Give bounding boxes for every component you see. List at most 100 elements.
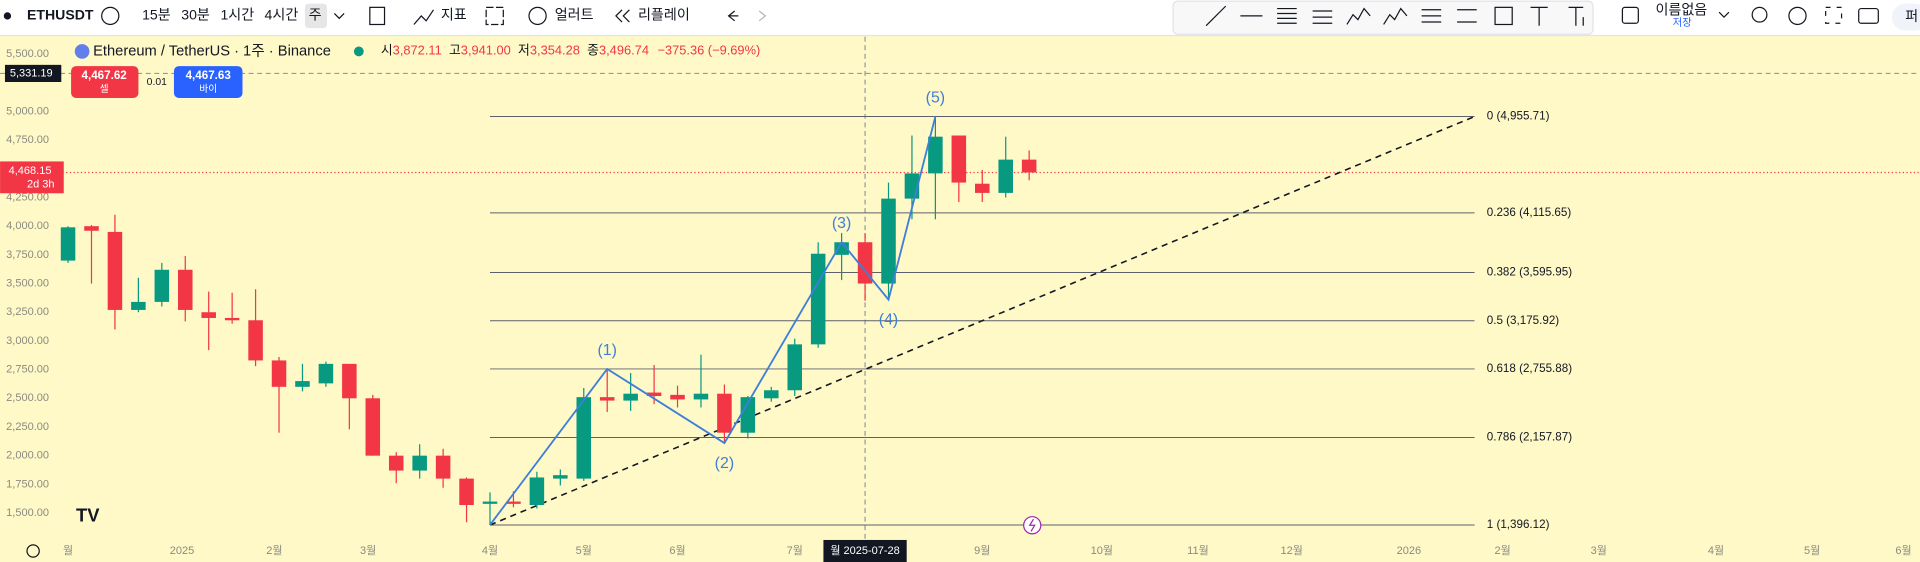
interval[interactable]: 4시간 (265, 7, 299, 23)
plot: 1,500.00 1,750.00 2,000.00 2,250.00 2,500.00… (0, 36, 1920, 562)
candle-body (318, 363, 334, 384)
templates[interactable] (485, 6, 504, 26)
candle-body (670, 394, 685, 400)
drawing-toolbar (1172, 0, 1594, 35)
interval[interactable]: 1시간 (220, 7, 254, 23)
candle-body (271, 360, 287, 387)
x-tick-label: 12월 (1281, 544, 1303, 557)
candle-body (764, 390, 779, 399)
countdown: 2d 3h (27, 179, 55, 191)
x-tick-label: 11월 (1187, 544, 1209, 557)
elliott-wave (489, 116, 937, 526)
buy-label[interactable]: 바이 (199, 83, 217, 95)
y-tick-label: 4,000.00 (6, 220, 49, 232)
candle-body (576, 397, 592, 479)
fib-label: 0.786 (2,157.87) (1487, 431, 1572, 444)
tool[interactable] (1568, 6, 1584, 26)
indicators[interactable]: 지표 (441, 7, 467, 23)
replay[interactable]: 리플레이 (638, 7, 690, 23)
fib-label: 0.236 (4,115.65) (1487, 206, 1572, 219)
y-tick-label: 4,250.00 (6, 191, 49, 203)
publish[interactable]: 퍼 (1905, 8, 1918, 24)
tool[interactable] (1421, 9, 1442, 23)
fib-label: 0.382 (3,595.95) (1487, 266, 1572, 279)
high-label: 고 (449, 43, 461, 58)
candle-body (506, 501, 521, 504)
legend: Ethereum / TetherUS · 1주 · Binance (93, 43, 331, 59)
y-tick-label: 2,250.00 (6, 421, 49, 433)
y-tick-label: 3,750.00 (6, 249, 49, 261)
publish-button[interactable] (1891, 3, 1920, 31)
x-tick-label: 2026 (1397, 545, 1421, 557)
sell-label[interactable]: 셀 (100, 83, 109, 95)
candle-body (201, 312, 216, 318)
settings[interactable] (1788, 6, 1807, 26)
candle-body (342, 363, 357, 399)
candle-body (646, 392, 662, 396)
candle-body (177, 269, 193, 310)
close-label: 종 (587, 43, 599, 58)
event-icon (1028, 518, 1036, 532)
trend-line (489, 115, 1475, 526)
redo[interactable] (758, 10, 767, 22)
tool[interactable] (1494, 6, 1513, 26)
sell-button[interactable] (71, 66, 139, 98)
tool[interactable] (1530, 6, 1548, 26)
symbol[interactable]: ETHUSDT (27, 7, 94, 23)
interval-selected (304, 3, 327, 29)
tool[interactable] (1205, 5, 1227, 27)
tool[interactable] (1346, 7, 1371, 25)
layout-menu[interactable] (1718, 11, 1730, 19)
y-tick-label: 2,500.00 (6, 392, 49, 404)
interval-menu[interactable] (333, 13, 345, 20)
symbol-title: Ethereum / TetherUS · 1주 · Binance (93, 43, 331, 59)
symbol-icon (3, 12, 12, 20)
candle-body (881, 198, 896, 284)
save[interactable]: 저장 (1673, 17, 1693, 29)
sell-price[interactable]: 4,467.62 (82, 69, 127, 82)
wave-label: (5) (926, 89, 945, 106)
candle-body (529, 477, 545, 506)
tool[interactable] (1312, 10, 1333, 24)
candle-body (295, 381, 310, 387)
y-tick-label: 2,000.00 (6, 450, 49, 462)
add-symbol[interactable] (101, 6, 120, 26)
candle-body (154, 269, 170, 302)
candle-body (740, 397, 756, 433)
crosshair-x-box (823, 539, 907, 562)
tool[interactable] (1277, 7, 1297, 24)
screenshot[interactable] (1858, 7, 1879, 24)
x-tick-label: 4월 (1708, 544, 1724, 557)
interval[interactable]: 주 (309, 7, 322, 23)
x-tick-label: 6월 (669, 544, 685, 557)
x-tick-label: 4월 (482, 544, 498, 557)
buy-price[interactable]: 4,467.63 (186, 69, 232, 82)
candle-body (810, 253, 826, 345)
layout-name[interactable]: 이름없음 (1655, 2, 1707, 18)
alert[interactable]: 얼러트 (555, 7, 594, 23)
candle-body (951, 135, 967, 183)
undo[interactable] (727, 10, 739, 22)
candle-body (131, 301, 146, 310)
axis-settings[interactable] (26, 544, 40, 558)
interval[interactable]: 30분 (181, 7, 210, 23)
tool[interactable] (1383, 7, 1408, 25)
low: 3,354.28 (530, 43, 580, 58)
tool[interactable] (1457, 9, 1477, 23)
interval[interactable]: 15분 (142, 7, 171, 23)
candle-body (365, 398, 381, 456)
chart-type[interactable] (369, 6, 386, 26)
y-tick-label: 1,500.00 (6, 507, 49, 519)
candle-body (388, 455, 404, 471)
last-price-box (0, 161, 64, 194)
alert-icon (528, 6, 547, 26)
buy-button[interactable] (173, 66, 243, 98)
fib-label: 1 (1,396.12) (1487, 518, 1550, 531)
search[interactable] (1751, 6, 1768, 23)
close: 3,496.74 (599, 43, 649, 58)
fullscreen[interactable] (1825, 6, 1843, 24)
low-label: 저 (518, 43, 530, 58)
y-tick-label: 1,750.00 (6, 478, 49, 490)
y-tick-label: 5,000.00 (6, 105, 49, 117)
